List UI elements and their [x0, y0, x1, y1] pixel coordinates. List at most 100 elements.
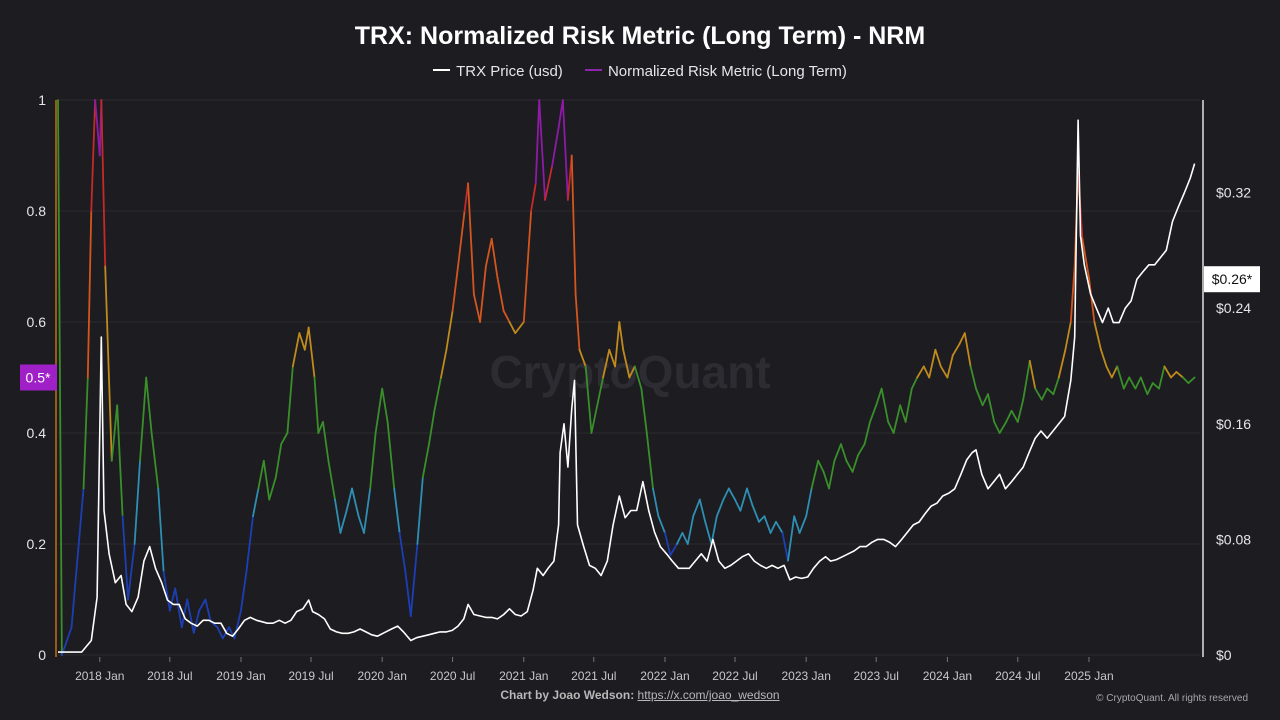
risk-segment	[100, 99, 107, 268]
risk-segment	[1081, 237, 1090, 279]
x-tick-label: 2019 Jan	[216, 669, 265, 683]
risk-segment	[993, 420, 1001, 434]
risk-segment	[1093, 321, 1102, 351]
risk-segment	[1040, 387, 1049, 401]
x-tick-label: 2024 Jan	[923, 669, 972, 683]
risk-segment	[339, 509, 348, 534]
risk-segment	[369, 432, 377, 490]
risk-segment	[922, 365, 931, 379]
y-right-tick-label: $0.32	[1216, 185, 1251, 201]
risk-segment	[416, 476, 424, 545]
risk-segment	[70, 487, 85, 629]
risk-segment	[116, 404, 124, 518]
y-right-tick-label: $0	[1216, 647, 1232, 663]
risk-segment	[892, 404, 902, 434]
price-line	[58, 119, 1196, 653]
risk-segment	[570, 154, 577, 296]
risk-segment	[313, 376, 320, 434]
risk-segment	[398, 532, 407, 573]
risk-segment	[958, 332, 966, 346]
y-right-tick-label: $0.24	[1216, 300, 1251, 316]
risk-segment	[508, 321, 517, 335]
risk-segment	[645, 432, 654, 490]
risk-segment	[734, 498, 742, 512]
risk-segment	[534, 99, 541, 185]
risk-segment	[1016, 398, 1025, 423]
risk-segment	[746, 487, 754, 507]
footer-credit: Chart by Joao Wedson: https://x.com/joao…	[0, 688, 1280, 702]
risk-segment	[496, 276, 505, 312]
risk-segment	[1116, 365, 1125, 390]
risk-segment	[704, 520, 713, 545]
risk-segment	[228, 626, 236, 640]
risk-segment	[445, 309, 454, 351]
risk-segment	[162, 570, 171, 612]
risk-segment	[887, 420, 895, 434]
risk-segment	[1057, 348, 1067, 379]
risk-segment	[622, 348, 631, 379]
risk-segment	[722, 487, 730, 501]
risk-segment	[522, 210, 533, 323]
risk-segment	[110, 404, 119, 462]
risk-segment	[286, 365, 294, 434]
risk-segment	[578, 348, 587, 368]
risk-segment	[715, 498, 725, 518]
risk-segment	[192, 609, 201, 634]
risk-segment	[307, 326, 316, 379]
watermark: CryptoQuant	[489, 346, 770, 398]
risk-segment	[1005, 409, 1013, 423]
risk-segment	[298, 332, 306, 351]
risk-segment	[875, 387, 883, 407]
risk-segment	[751, 504, 760, 523]
legend-item-price[interactable]: TRX Price (usd)	[433, 63, 563, 80]
risk-segment	[233, 609, 242, 640]
risk-segment	[899, 404, 907, 423]
legend-item-risk[interactable]: Normalized Risk Metric (Long Term)	[584, 63, 847, 80]
risk-segment	[404, 570, 412, 618]
risk-segment	[574, 293, 581, 351]
risk-segment	[633, 365, 643, 390]
risk-segment	[969, 365, 977, 390]
risk-segment	[561, 99, 569, 201]
risk-segment	[805, 487, 813, 518]
risk-segment	[1110, 365, 1119, 379]
risk-segment	[1134, 376, 1142, 390]
y-right-tick-label: $0.08	[1216, 531, 1251, 547]
credit-prefix: Chart by Joao Wedson:	[500, 688, 635, 702]
risk-segment	[440, 348, 448, 379]
risk-segment	[351, 487, 360, 518]
legend-swatch-price	[433, 69, 451, 72]
risk-segment	[1139, 376, 1149, 396]
risk-segment	[934, 348, 942, 368]
risk-segment	[479, 265, 487, 323]
risk-segment	[1128, 376, 1137, 390]
credit-link[interactable]: https://x.com/joao_wedson	[637, 688, 780, 702]
risk-segment	[618, 321, 625, 351]
y-right-tick-label: $0.16	[1216, 416, 1251, 432]
risk-segment	[252, 487, 260, 518]
risk-current-label: 0.5*	[26, 370, 51, 386]
risk-segment	[628, 365, 636, 379]
risk-segment	[664, 532, 672, 556]
risk-segment	[1069, 265, 1076, 323]
risk-segment	[1158, 365, 1166, 390]
risk-segment	[998, 420, 1008, 434]
risk-segment	[640, 387, 648, 434]
legend-swatch-risk	[584, 69, 602, 72]
risk-segment	[951, 343, 961, 357]
risk-segment	[1122, 376, 1131, 390]
risk-segment	[939, 365, 949, 379]
current-value-markers: 0.5* $0.26*	[20, 266, 1260, 391]
risk-segment	[467, 182, 475, 296]
risk-segment	[386, 420, 396, 490]
risk-segment	[257, 459, 265, 490]
risk-segment	[869, 404, 878, 423]
risk-segment	[451, 265, 459, 312]
x-tick-label: 2023 Jul	[854, 669, 899, 683]
gridlines	[58, 99, 1200, 656]
risk-segment	[357, 515, 365, 534]
price-current-label-bg	[1204, 266, 1260, 293]
x-axis: 2018 Jan 2018 Jul 2019 Jan 2019 Jul 2020 Jan…	[75, 657, 1114, 683]
risk-segment	[127, 543, 136, 601]
risk-segment	[1146, 382, 1154, 396]
